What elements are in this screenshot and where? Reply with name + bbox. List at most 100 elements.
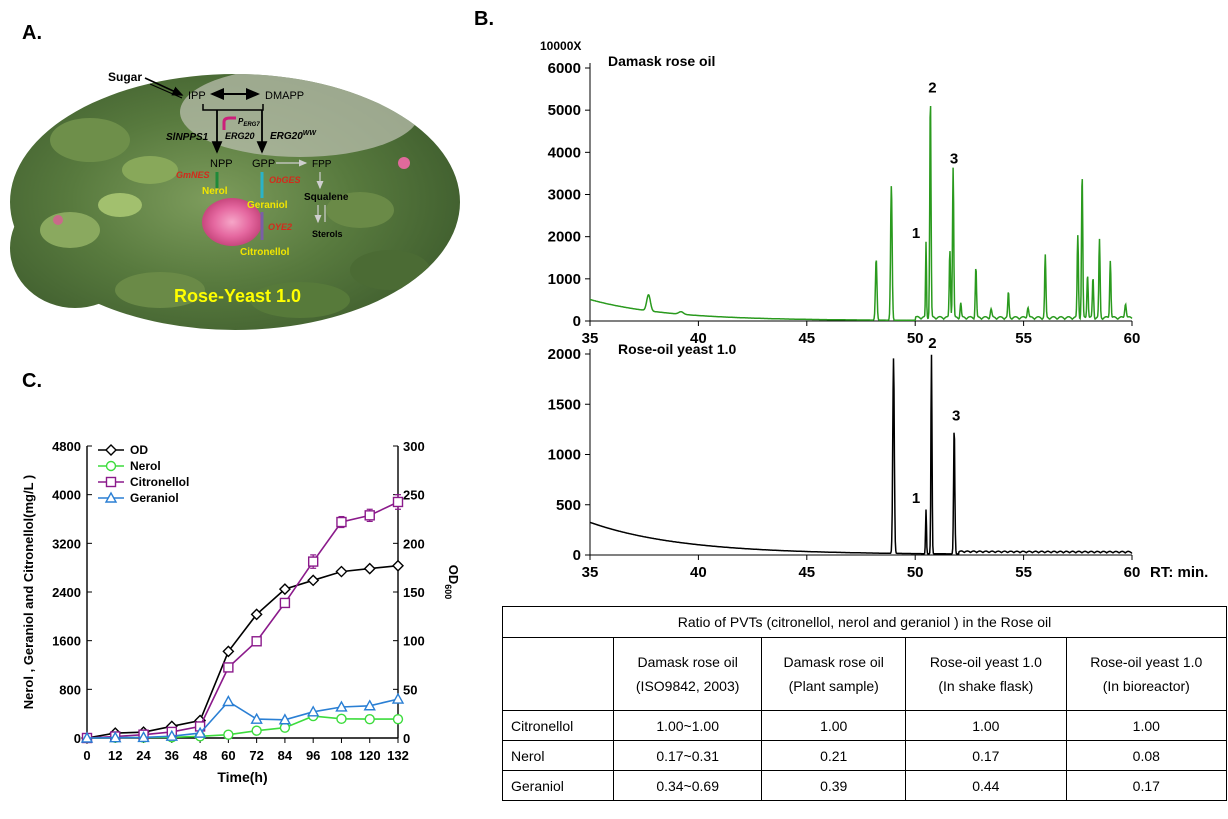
y-right-tick-label: 0 xyxy=(403,731,410,746)
row-name: Nerol xyxy=(502,740,614,771)
data-point xyxy=(392,713,404,725)
data-point xyxy=(392,496,404,508)
data-point xyxy=(104,491,118,503)
y-tick-label: 500 xyxy=(556,497,581,514)
y-right-tick-label: 250 xyxy=(403,488,425,503)
gpp-text: GPP xyxy=(252,158,275,170)
legend-label: Geraniol xyxy=(130,491,179,505)
table-cell: 0.44 xyxy=(905,770,1067,801)
peak-label: 1 xyxy=(912,490,920,507)
panel-a-label: A. xyxy=(22,22,42,44)
y-tick-label: 3000 xyxy=(548,187,581,204)
x-tick-label: 45 xyxy=(798,564,815,581)
x-tick-label: 45 xyxy=(798,330,815,347)
table-cell: 0.39 xyxy=(761,770,907,801)
data-point xyxy=(223,729,234,740)
obges-text: ObGES xyxy=(269,175,301,185)
x-tick-label: 24 xyxy=(136,748,151,763)
y-tick-label: 5000 xyxy=(548,102,581,119)
header-line2: (In bioreactor) xyxy=(1102,678,1190,694)
y-tick-label: 0 xyxy=(573,313,581,330)
x-tick-label: 132 xyxy=(387,748,409,763)
chromatogram-title: Rose-oil yeast 1.0 xyxy=(618,341,736,357)
y-tick-label: 4800 xyxy=(52,439,81,454)
row-name: Geraniol xyxy=(502,770,614,801)
data-point xyxy=(307,556,319,567)
data-point xyxy=(137,730,150,743)
y-axis-title: Nerol , Geraniol and Citronellol(mg/L ) xyxy=(21,475,36,710)
y-tick-label: 1600 xyxy=(52,634,81,649)
data-point xyxy=(392,559,404,572)
table-row: Geraniol 0.34~0.69 0.39 0.44 0.17 xyxy=(502,770,1228,801)
dmapp-text: DMAPP xyxy=(265,90,304,102)
data-point xyxy=(165,729,179,741)
peak-label: 3 xyxy=(952,407,960,424)
legend-label: OD xyxy=(130,443,148,457)
data-point xyxy=(223,662,234,673)
table-cell: 1.00 xyxy=(761,710,907,741)
table-cell: 0.17 xyxy=(905,740,1067,771)
sugar-text: Sugar xyxy=(108,70,142,84)
y-right-tick-label: 150 xyxy=(403,585,425,600)
table-cell: 0.21 xyxy=(761,740,907,771)
y-tick-label: 4000 xyxy=(52,488,81,503)
data-point xyxy=(279,722,291,733)
x-tick-label: 55 xyxy=(1015,564,1032,581)
ipp-text: IPP xyxy=(188,90,206,102)
data-point xyxy=(251,636,262,647)
data-point xyxy=(279,597,291,609)
x-tick-label: 84 xyxy=(278,748,293,763)
data-point xyxy=(105,476,117,488)
data-point xyxy=(336,713,347,725)
table-header-row: Damask rose oil (ISO9842, 2003) Damask ro… xyxy=(502,637,1228,711)
y-tick-label: 2000 xyxy=(548,346,581,363)
y-right-axis-title: OD600 xyxy=(443,565,461,600)
chromatogram-trace xyxy=(589,105,1133,322)
data-point xyxy=(222,645,235,658)
p-erg7-text: P xyxy=(238,117,244,126)
header-line2: (In shake flask) xyxy=(938,678,1034,694)
data-point xyxy=(364,713,375,725)
x-tick-label: 55 xyxy=(1015,330,1032,347)
data-point xyxy=(105,460,117,472)
y-tick-label: 3200 xyxy=(52,536,81,551)
legend: OD Nerol Citronellol Geraniol xyxy=(98,443,189,505)
geraniol-text: Geraniol xyxy=(247,200,288,211)
erg20ww-text: ERG20 xyxy=(270,131,303,142)
nerol-text: Nerol xyxy=(202,186,228,197)
table-header-cell: Rose-oil yeast 1.0 (In bioreactor) xyxy=(1065,637,1228,711)
header-line1: Rose-oil yeast 1.0 xyxy=(929,654,1042,670)
data-point xyxy=(193,726,207,738)
y-tick-label: 0 xyxy=(74,731,81,746)
data-point xyxy=(335,565,348,578)
data-point xyxy=(363,699,376,711)
data-point xyxy=(222,695,235,707)
y-right-tick-label: 100 xyxy=(403,634,425,649)
table-header-cell: Rose-oil yeast 1.0 (In shake flask) xyxy=(905,637,1067,711)
svg-text:ERG20WW: ERG20WW xyxy=(270,130,317,142)
gmnes-text: GmNES xyxy=(176,170,210,180)
data-point xyxy=(80,731,94,743)
data-point xyxy=(105,444,117,456)
panel-b-label: B. xyxy=(474,8,494,30)
y-right-axis-title-sub: 600 xyxy=(443,584,453,599)
table-cell: 1.00 xyxy=(1065,710,1228,741)
oye2-text: OYE2 xyxy=(268,222,292,232)
sugar-arrow xyxy=(144,77,184,96)
series-od xyxy=(81,559,404,744)
row-name: Citronellol xyxy=(502,710,614,741)
data-point xyxy=(391,692,405,704)
peak-label: 1 xyxy=(912,225,920,242)
y-tick-label: 800 xyxy=(59,682,81,697)
pathway-figure: Sugar IPP DMAPP SlNPPS1 PERG7 ERG20 ERG2… xyxy=(10,70,460,330)
x-tick-label: 60 xyxy=(1124,330,1141,347)
data-point xyxy=(109,731,122,743)
x-tick-label: 72 xyxy=(249,748,263,763)
data-point xyxy=(250,608,263,621)
panel-c-label: C. xyxy=(22,370,42,392)
scale-label: 10000X xyxy=(540,39,581,53)
series-geraniol xyxy=(80,692,405,743)
y-tick-label: 1000 xyxy=(548,271,581,288)
x-tick-label: 12 xyxy=(108,748,122,763)
y-tick-label: 1500 xyxy=(548,396,581,413)
